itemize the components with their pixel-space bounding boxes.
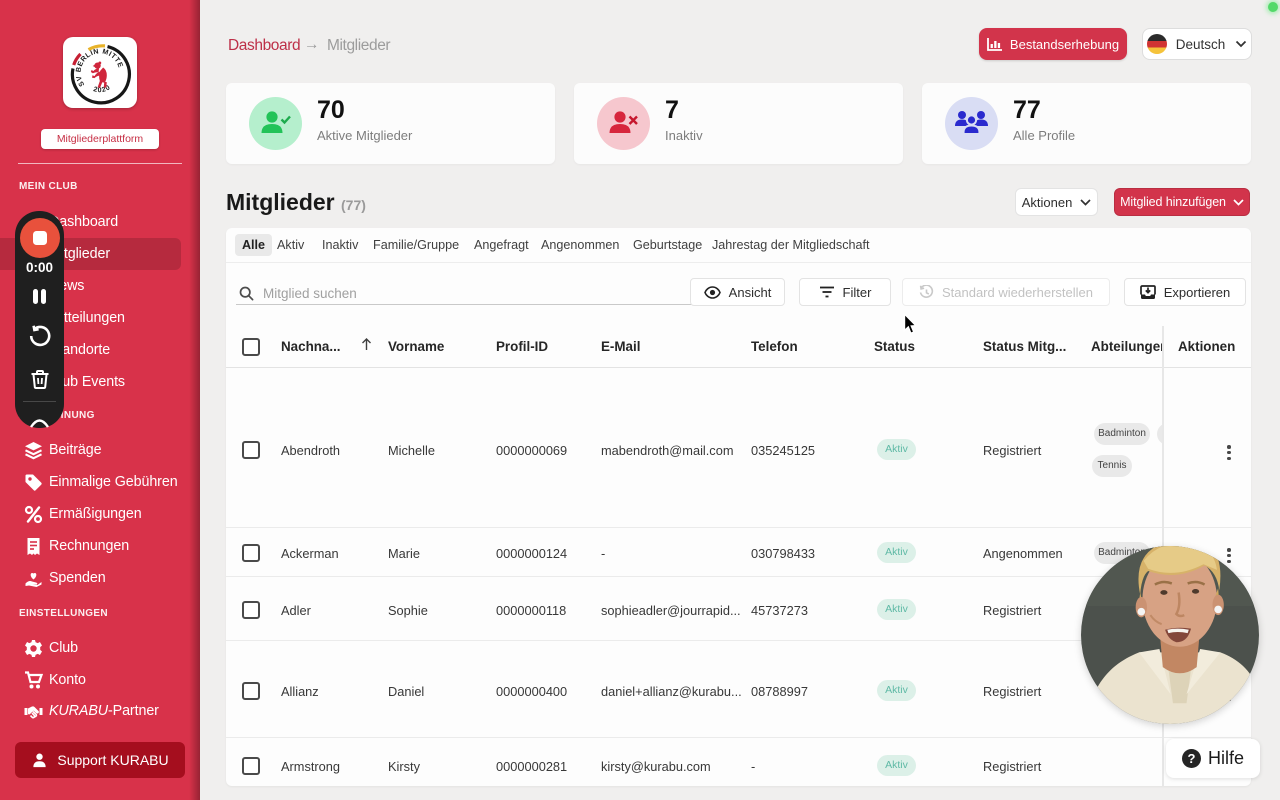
svg-text:2020: 2020 xyxy=(92,84,112,94)
